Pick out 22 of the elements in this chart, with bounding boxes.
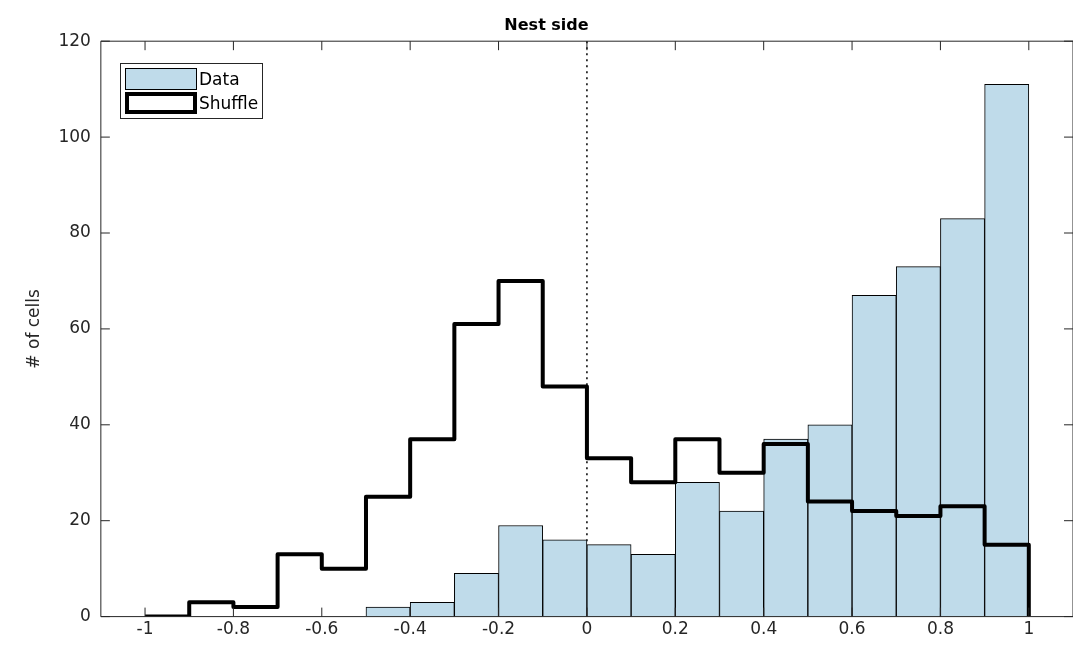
y-tick-label: 120 — [58, 29, 91, 50]
x-tick-label: 0.4 — [750, 618, 778, 639]
x-tick-label: 0.2 — [661, 618, 689, 639]
x-tick-label: 1 — [1023, 618, 1035, 639]
legend-label: Data — [199, 69, 240, 89]
y-tick-label: 40 — [69, 413, 91, 434]
y-tick-label: 20 — [69, 509, 91, 530]
y-tick-label: 0 — [80, 605, 91, 626]
x-tick-label: 0.6 — [838, 618, 866, 639]
chart-title: Nest side — [504, 14, 589, 34]
y-axis-title: # of cells — [22, 288, 43, 369]
y-tick-label: 60 — [69, 317, 91, 338]
y-tick-label: 80 — [69, 221, 91, 242]
x-tick-label: 0.8 — [926, 618, 954, 639]
x-tick-label: 0 — [581, 618, 593, 639]
legend-label: Shuffle — [199, 93, 259, 113]
x-tick-label: -0.6 — [305, 618, 339, 639]
x-tick-label: -0.8 — [216, 618, 250, 639]
x-tick-label: -0.4 — [393, 618, 427, 639]
y-tick-label: 100 — [58, 125, 91, 146]
x-tick-label: -1 — [136, 618, 154, 639]
x-tick-label: -0.2 — [481, 618, 516, 639]
